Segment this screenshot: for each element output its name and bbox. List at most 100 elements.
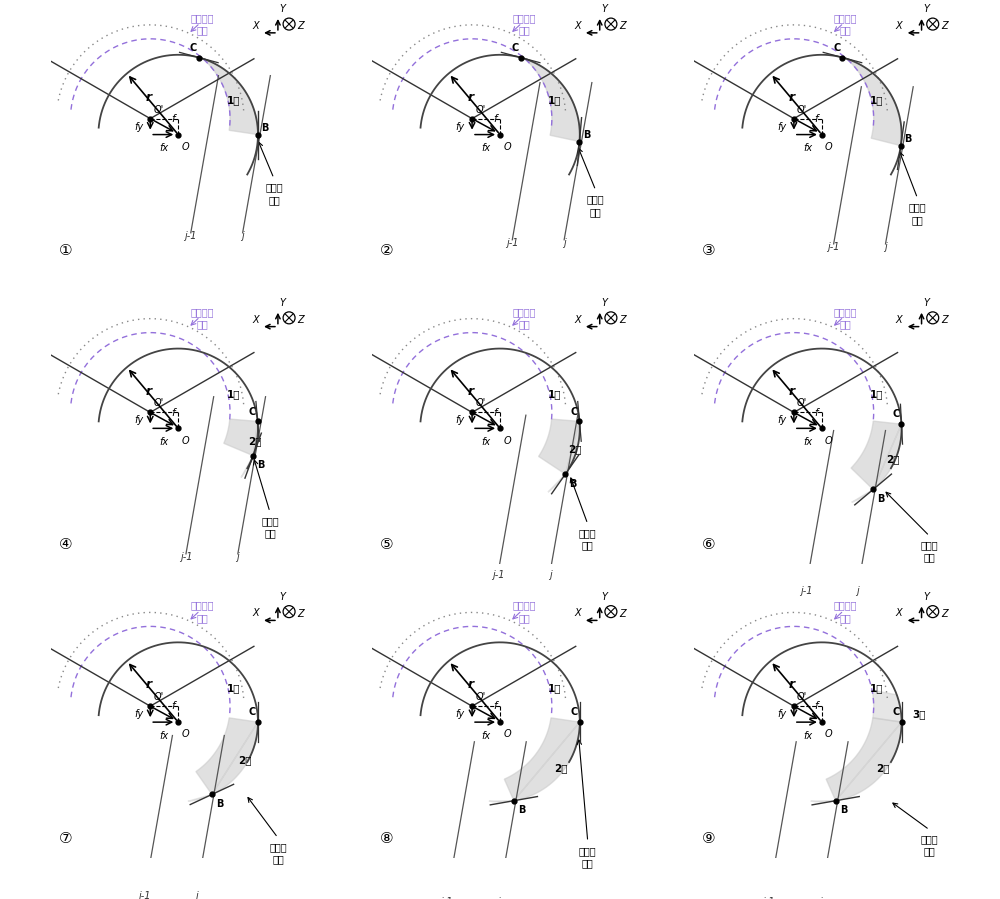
- Text: 待加工
表面: 待加工 表面: [579, 528, 597, 550]
- Text: Y: Y: [280, 592, 286, 602]
- Text: f: f: [815, 701, 818, 711]
- Text: r: r: [145, 91, 151, 103]
- Text: fy: fy: [778, 121, 787, 131]
- Text: Y: Y: [601, 4, 607, 14]
- Text: fy: fy: [778, 709, 787, 719]
- Text: C: C: [570, 406, 577, 416]
- Text: 3区: 3区: [913, 709, 926, 719]
- Text: B: B: [877, 494, 884, 504]
- Text: j: j: [884, 242, 887, 252]
- Text: O': O': [475, 398, 486, 408]
- Text: Z: Z: [619, 609, 626, 619]
- Text: j: j: [549, 570, 551, 581]
- Text: fy: fy: [456, 121, 465, 131]
- Text: 1区: 1区: [870, 95, 884, 105]
- Text: X: X: [896, 21, 902, 31]
- Text: j-1: j-1: [800, 585, 812, 596]
- Text: j-1: j-1: [180, 552, 192, 562]
- Text: r: r: [789, 91, 795, 103]
- Text: 待加工
表面: 待加工 表面: [269, 841, 287, 864]
- Text: X: X: [252, 609, 259, 619]
- Polygon shape: [224, 419, 258, 456]
- Text: X: X: [574, 609, 581, 619]
- Text: fx: fx: [803, 437, 812, 447]
- Text: O: O: [181, 729, 189, 739]
- Text: f: f: [171, 407, 175, 418]
- Text: fx: fx: [803, 143, 812, 154]
- Text: 2区: 2区: [248, 436, 262, 446]
- Polygon shape: [852, 424, 901, 503]
- Text: 待加工
表面: 待加工 表面: [587, 194, 605, 217]
- Text: fy: fy: [134, 709, 143, 719]
- Text: Z: Z: [941, 315, 948, 325]
- Text: B: B: [216, 799, 223, 809]
- Text: O: O: [181, 435, 189, 446]
- Text: 理想加工
表面: 理想加工 表面: [190, 601, 214, 623]
- Text: j: j: [497, 897, 500, 899]
- Text: Y: Y: [280, 4, 286, 14]
- Text: ②: ②: [380, 244, 394, 258]
- Text: Z: Z: [297, 315, 304, 325]
- Text: ③: ③: [702, 244, 716, 258]
- Text: fx: fx: [160, 731, 169, 741]
- Text: O': O': [797, 398, 807, 408]
- Text: C: C: [892, 409, 900, 420]
- Text: O: O: [825, 435, 833, 446]
- Text: 1区: 1区: [548, 389, 562, 399]
- Text: 1区: 1区: [548, 683, 562, 693]
- Text: r: r: [467, 91, 473, 103]
- Text: B: B: [569, 479, 577, 489]
- Text: Y: Y: [601, 298, 607, 308]
- Text: C: C: [511, 43, 519, 53]
- Text: B: B: [257, 460, 265, 470]
- Text: f: f: [493, 114, 496, 124]
- Text: j: j: [195, 891, 198, 899]
- Text: 待加工
表面: 待加工 表面: [265, 182, 283, 205]
- Text: r: r: [145, 679, 151, 691]
- Text: 待加工
表面: 待加工 表面: [261, 516, 279, 539]
- Text: C: C: [833, 43, 840, 53]
- Text: fy: fy: [134, 121, 143, 131]
- Text: B: B: [583, 129, 590, 139]
- Text: O: O: [181, 142, 189, 152]
- Text: C: C: [248, 406, 256, 416]
- Text: Z: Z: [619, 21, 626, 31]
- Text: 理想加工
表面: 理想加工 表面: [190, 307, 214, 329]
- Text: fy: fy: [456, 709, 465, 719]
- Text: r: r: [789, 679, 795, 691]
- Polygon shape: [842, 56, 902, 146]
- Text: X: X: [574, 315, 581, 325]
- Text: f: f: [493, 407, 496, 418]
- Text: O: O: [825, 729, 833, 739]
- Polygon shape: [826, 718, 902, 801]
- Polygon shape: [811, 722, 902, 802]
- Text: 1区: 1区: [226, 683, 240, 693]
- Text: ⑧: ⑧: [380, 831, 394, 846]
- Text: r: r: [789, 385, 795, 397]
- Polygon shape: [521, 56, 580, 141]
- Text: Z: Z: [297, 21, 304, 31]
- Text: ⑨: ⑨: [702, 831, 716, 846]
- Text: 2区: 2区: [238, 755, 252, 765]
- Polygon shape: [489, 722, 580, 802]
- Text: ④: ④: [58, 537, 72, 552]
- Text: j: j: [241, 231, 244, 241]
- Text: Y: Y: [923, 298, 929, 308]
- Text: O': O': [475, 104, 486, 115]
- Text: 理想加工
表面: 理想加工 表面: [834, 13, 858, 35]
- Text: X: X: [574, 21, 581, 31]
- Text: fx: fx: [481, 143, 491, 154]
- Text: j-1: j-1: [762, 897, 775, 899]
- Text: B: B: [904, 134, 911, 144]
- Polygon shape: [539, 419, 580, 474]
- Text: fx: fx: [160, 143, 169, 154]
- Text: f: f: [815, 114, 818, 124]
- Text: 2区: 2区: [568, 444, 581, 454]
- Text: 理想加工
表面: 理想加工 表面: [190, 13, 214, 35]
- Text: O': O': [153, 104, 164, 115]
- Text: fx: fx: [481, 437, 491, 447]
- Text: Z: Z: [941, 21, 948, 31]
- Text: 待加工
表面: 待加工 表面: [909, 202, 926, 225]
- Text: r: r: [145, 385, 151, 397]
- Text: 1区: 1区: [870, 683, 884, 693]
